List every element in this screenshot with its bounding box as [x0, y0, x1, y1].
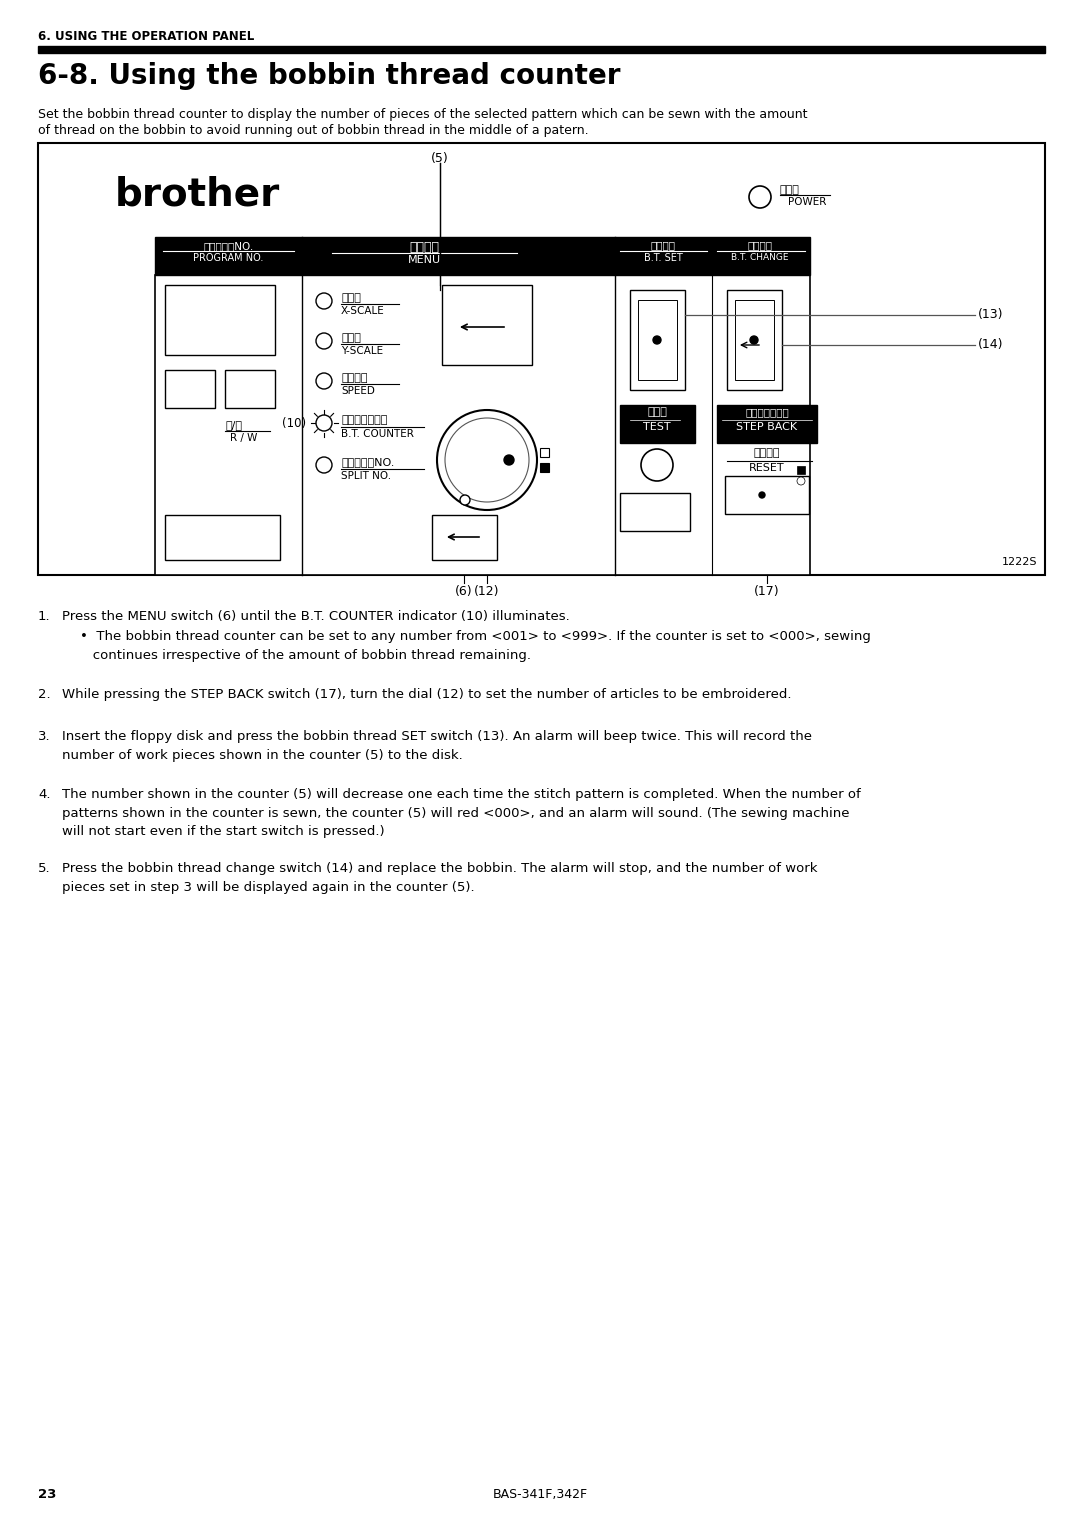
Text: •  The bobbin thread counter can be set to any number from <001> to <999>. If th: • The bobbin thread counter can be set t… [80, 630, 870, 662]
Bar [630, 290, 685, 390]
Text: 下糸交換: 下糸交換 [747, 240, 772, 251]
Text: B.T. CHANGE: B.T. CHANGE [731, 254, 788, 261]
Text: STEP BACK: STEP BACK [737, 422, 797, 432]
Text: テスト: テスト [647, 406, 667, 417]
Text: 読/書: 読/書 [225, 420, 242, 429]
Bar [432, 515, 497, 559]
Text: スピード: スピード [341, 373, 367, 384]
Circle shape [316, 373, 332, 390]
Text: 5.: 5. [38, 862, 51, 876]
Text: 4.: 4. [38, 788, 51, 801]
Circle shape [653, 336, 661, 344]
Text: 1222S: 1222S [1001, 558, 1037, 567]
Text: of thread on the bobbin to avoid running out of bobbin thread in the middle of a: of thread on the bobbin to avoid running… [38, 124, 589, 138]
Text: メニュー: メニュー [409, 241, 440, 254]
Text: ステップバック: ステップバック [745, 406, 788, 417]
Text: 縦倍率: 縦倍率 [341, 333, 361, 342]
Text: 3.: 3. [38, 730, 51, 743]
Text: SPEED: SPEED [341, 387, 375, 396]
Text: Press the bobbin thread change switch (14) and replace the bobbin. The alarm wil: Press the bobbin thread change switch (1… [62, 862, 818, 894]
Text: TEST: TEST [644, 422, 671, 432]
Text: MENU: MENU [408, 255, 441, 264]
Text: R / W: R / W [230, 432, 257, 443]
Text: 電　源: 電 源 [780, 185, 800, 196]
Text: Insert the floppy disk and press the bobbin thread SET switch (13). An alarm wil: Insert the floppy disk and press the bob… [62, 730, 812, 761]
Text: B.T. COUNTER: B.T. COUNTER [341, 429, 414, 439]
Text: プログラムNO.: プログラムNO. [203, 241, 254, 251]
Text: (17): (17) [754, 585, 780, 597]
Bar [727, 290, 782, 390]
Circle shape [750, 336, 758, 344]
Text: (5): (5) [431, 151, 449, 165]
Bar [156, 237, 810, 275]
Bar [165, 286, 275, 354]
Circle shape [642, 449, 673, 481]
Text: BAS-341F,342F: BAS-341F,342F [492, 1488, 588, 1500]
Text: SPLIT NO.: SPLIT NO. [341, 471, 391, 481]
Text: スプリットNO.: スプリットNO. [341, 457, 394, 468]
Bar [38, 144, 1045, 575]
Bar [442, 286, 532, 365]
Bar [735, 299, 774, 380]
Circle shape [759, 492, 765, 498]
Circle shape [460, 495, 470, 504]
Circle shape [797, 477, 805, 484]
Text: 下糸カウンター: 下糸カウンター [341, 416, 388, 425]
Text: While pressing the STEP BACK switch (17), turn the dial (12) to set the number o: While pressing the STEP BACK switch (17)… [62, 688, 792, 701]
Text: 23: 23 [38, 1488, 56, 1500]
Bar [38, 46, 1045, 53]
Bar [638, 299, 677, 380]
Text: RESET: RESET [750, 463, 785, 474]
Bar [620, 405, 696, 443]
Circle shape [316, 333, 332, 348]
Bar [165, 370, 215, 408]
Text: POWER: POWER [788, 197, 826, 206]
Text: B.T. SET: B.T. SET [644, 254, 683, 263]
Circle shape [316, 457, 332, 474]
Bar [797, 466, 805, 474]
Text: Press the MENU switch (6) until the B.T. COUNTER indicator (10) illuminates.: Press the MENU switch (6) until the B.T.… [62, 610, 570, 623]
Bar [725, 477, 809, 513]
Text: (13): (13) [978, 309, 1003, 321]
Text: The number shown in the counter (5) will decrease one each time the stitch patte: The number shown in the counter (5) will… [62, 788, 861, 837]
Circle shape [316, 293, 332, 309]
Bar [156, 275, 810, 575]
Text: Set the bobbin thread counter to display the number of pieces of the selected pa: Set the bobbin thread counter to display… [38, 108, 808, 121]
Bar [717, 405, 816, 443]
Text: 6. USING THE OPERATION PANEL: 6. USING THE OPERATION PANEL [38, 31, 254, 43]
Bar [540, 448, 549, 457]
Circle shape [445, 419, 529, 503]
Text: brother: brother [114, 176, 280, 212]
Circle shape [750, 186, 771, 208]
Text: 横倍率: 横倍率 [341, 293, 361, 303]
Text: (6): (6) [455, 585, 473, 597]
Text: 6-8. Using the bobbin thread counter: 6-8. Using the bobbin thread counter [38, 63, 621, 90]
Text: 下糸設定: 下糸設定 [650, 240, 675, 251]
Text: リセット: リセット [754, 448, 780, 458]
Circle shape [504, 455, 514, 465]
Circle shape [437, 410, 537, 510]
Bar [620, 494, 690, 532]
Bar [225, 370, 275, 408]
Text: (12): (12) [474, 585, 500, 597]
Text: X-SCALE: X-SCALE [341, 306, 384, 316]
Bar [540, 463, 549, 472]
Text: PROGRAM NO.: PROGRAM NO. [193, 254, 264, 263]
Text: (14): (14) [978, 338, 1003, 351]
Text: 1.: 1. [38, 610, 51, 623]
Text: (10): (10) [282, 417, 306, 429]
Circle shape [316, 416, 332, 431]
Text: 2.: 2. [38, 688, 51, 701]
Text: Y-SCALE: Y-SCALE [341, 345, 383, 356]
Bar [165, 515, 280, 559]
